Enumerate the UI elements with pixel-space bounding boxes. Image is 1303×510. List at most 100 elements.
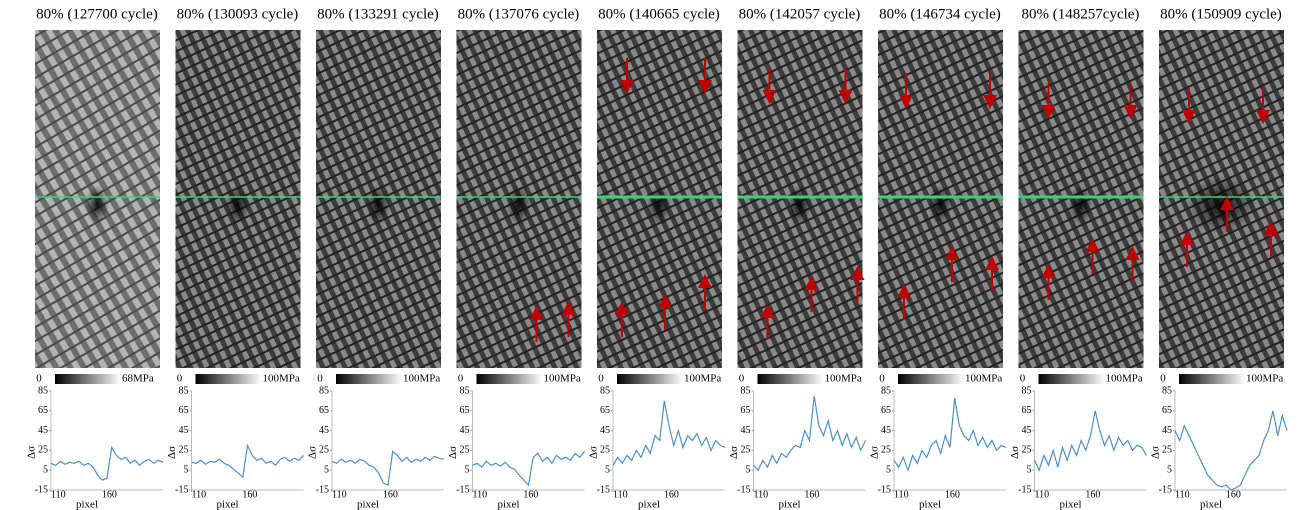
x-tick-label: 110 [473,489,488,500]
y-tick-label: 25 [1022,445,1032,456]
profile-line [331,450,445,486]
y-tick-label: 85 [881,385,891,396]
colorbar-max: 100MPa [965,373,1002,385]
arrow-head [698,274,712,288]
y-tick-label: 25 [38,445,48,456]
colorbar-min: 0 [879,373,885,385]
y-tick-label: 85 [38,385,48,396]
colorbar [617,374,683,384]
panel-title: 80% (140665 cycle) [598,6,720,22]
y-tick-label: 85 [1162,385,1172,396]
y-tick-label: 85 [319,385,329,396]
defect-spot [1186,175,1256,235]
arrow-head [529,306,544,320]
panel-title: 80% (130093 cycle) [177,6,299,22]
arrow-head [850,266,865,280]
x-axis-label: pixel [498,499,520,510]
arrow-head [762,90,777,104]
x-axis-label: pixel [1060,499,1082,510]
y-axis-label: Δσ [166,446,178,459]
profile-line [1174,410,1288,491]
arrow-head [1220,196,1234,210]
colorbar-max: 100MPa [825,373,862,385]
x-tick-label: 110 [1175,489,1190,500]
colorbar-max: 100MPa [403,373,440,385]
arrow-head [561,301,576,315]
y-tick-label: 5 [184,464,189,475]
arrow-head [1123,105,1138,119]
panel-title: 80% (146734 cycle) [879,6,1001,22]
colorbar-max: 100MPa [1106,373,1143,385]
x-axis-label: pixel [919,499,941,510]
colorbar-min: 0 [739,373,745,385]
colorbar-min: 0 [317,373,323,385]
defect-spot [928,185,952,225]
arrow-head [1041,264,1056,278]
y-tick-label: 5 [746,464,751,475]
defect-spot [506,185,531,225]
y-tick-label: 65 [319,405,329,416]
defect-spot [85,185,109,225]
profile-line [50,445,164,481]
y-tick-label: 85 [600,385,610,396]
y-tick-label: 5 [886,464,891,475]
x-tick-label: 110 [754,489,769,500]
arrow-head [838,90,853,104]
panel-title: 80% (148257cycle) [1022,6,1140,22]
arrow-head [1041,105,1056,119]
y-tick-label: 5 [324,464,329,475]
y-axis-label: Δσ [447,446,459,459]
y-tick-label: 65 [179,405,189,416]
y-tick-label: 65 [460,405,470,416]
x-tick-label: 110 [332,489,347,500]
y-tick-label: -15 [456,484,469,495]
y-tick-label: 45 [319,425,329,436]
y-axis-label: Δσ [26,446,38,459]
y-tick-label: -15 [316,484,329,495]
x-axis-label: pixel [779,499,801,510]
x-tick-label: 160 [1226,489,1241,500]
y-tick-label: 45 [600,425,610,436]
arrow-head [1085,238,1100,252]
colorbar [476,374,543,384]
y-tick-label: -15 [878,484,891,495]
y-axis-label: Δσ [307,446,319,459]
colorbar [1038,374,1105,384]
x-tick-label: 160 [804,489,819,500]
y-tick-label: -15 [597,484,610,495]
panel-title: 80% (142057 cycle) [739,6,861,22]
defect-spot [647,185,671,225]
y-tick-label: 45 [741,425,751,436]
y-tick-label: 5 [1027,464,1032,475]
y-tick-label: 25 [179,445,189,456]
y-tick-label: 65 [741,405,751,416]
profile-line [1033,410,1148,472]
x-tick-label: 160 [242,489,257,500]
x-tick-label: 110 [613,489,628,500]
arrow-head [1125,246,1140,260]
x-tick-label: 110 [894,489,909,500]
y-tick-label: -15 [175,484,188,495]
arrow-head [945,246,959,260]
arrow-head [985,256,999,270]
colorbar [195,374,262,384]
colorbar [336,374,402,384]
defect-spot [366,185,390,225]
y-tick-label: 65 [38,405,48,416]
y-tick-label: 5 [43,464,48,475]
panel-title: 80% (133291 cycle) [317,6,439,22]
arrow-head [899,95,913,109]
y-tick-label: 25 [319,445,329,456]
y-tick-label: 45 [179,425,189,436]
colorbar-max: 100MPa [1246,373,1283,385]
y-tick-label: 45 [881,425,891,436]
y-tick-label: 85 [1022,385,1032,396]
y-tick-label: 25 [460,445,470,456]
panel-title: 80% (137076 cycle) [458,6,580,22]
defect-spot [787,185,812,225]
y-tick-label: 85 [741,385,751,396]
profile-line [893,397,1007,473]
y-tick-label: 25 [741,445,751,456]
x-tick-label: 160 [102,489,117,500]
